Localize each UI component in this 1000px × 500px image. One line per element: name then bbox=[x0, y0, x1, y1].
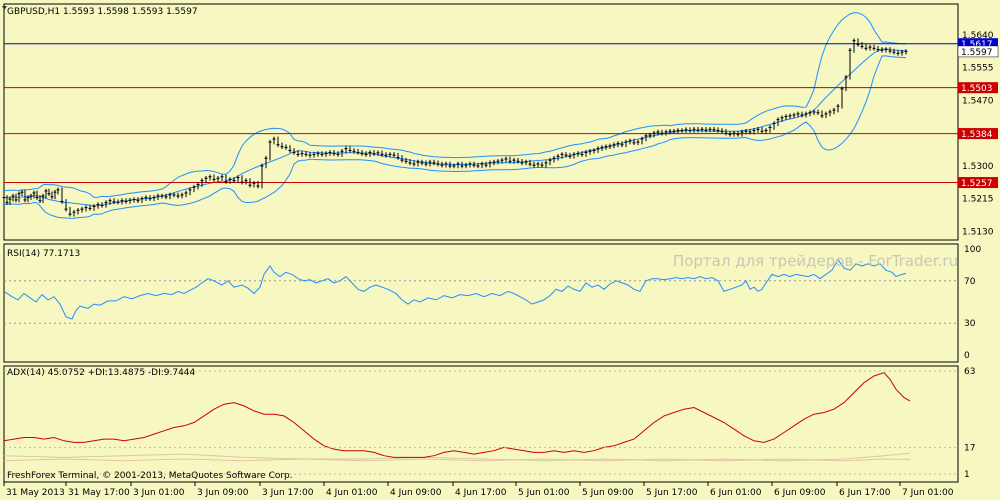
adx-y-tick: 63 bbox=[964, 367, 975, 377]
chevron-down-icon[interactable] bbox=[2, 6, 7, 10]
rsi-y-tick: 100 bbox=[964, 245, 981, 255]
x-tick-label: 31 May 2013 bbox=[6, 488, 65, 498]
x-tick-label: 6 Jun 09:00 bbox=[774, 488, 826, 498]
plus-di-line bbox=[3, 452, 911, 462]
price-y-tick: 1.5640 bbox=[962, 31, 994, 41]
adx-panel bbox=[3, 365, 959, 483]
x-tick-label: 3 Jun 17:00 bbox=[262, 488, 314, 498]
adx-y-tick: 17 bbox=[964, 443, 975, 453]
price-y-tick: 1.5555 bbox=[962, 64, 994, 74]
level-tag-label: 1.5384 bbox=[961, 130, 993, 140]
rsi-panel-label: RSI(14) 77.1713 bbox=[7, 249, 80, 259]
x-tick-label: 3 Jun 01:00 bbox=[133, 488, 185, 498]
price-panel bbox=[3, 3, 959, 241]
bollinger-upper-band bbox=[3, 12, 907, 198]
level-tag-label: 1.5257 bbox=[961, 179, 993, 189]
price-y-tick: 1.5470 bbox=[962, 96, 994, 106]
level-tag-1.5384 bbox=[958, 128, 998, 140]
x-tick-label: 7 Jun 01:00 bbox=[902, 488, 954, 498]
x-tick-label: 4 Jun 01:00 bbox=[326, 488, 378, 498]
level-tag-label: 1.5503 bbox=[961, 84, 993, 94]
watermark: Портал для трейдеров - ForTrader.ru bbox=[673, 252, 958, 270]
rsi-panel bbox=[3, 243, 959, 363]
x-tick-label: 3 Jun 09:00 bbox=[197, 488, 249, 498]
level-tag-1.5503 bbox=[958, 82, 998, 94]
price-y-tick: 1.5300 bbox=[962, 162, 994, 172]
rsi-line bbox=[3, 258, 907, 320]
x-tick-label: 31 May 17:00 bbox=[68, 488, 130, 498]
adx-line bbox=[3, 372, 911, 458]
level-tag-1.5617 bbox=[958, 38, 998, 50]
rsi-y-tick: 70 bbox=[964, 277, 976, 287]
level-tag-label: 1.5617 bbox=[961, 40, 993, 50]
price-panel-header: GBPUSD,H1 1.5593 1.5598 1.5593 1.5597 bbox=[7, 7, 198, 17]
x-tick-label: 4 Jun 09:00 bbox=[390, 488, 442, 498]
adx-y-tick: 1 bbox=[964, 470, 970, 480]
bollinger-lower-band bbox=[3, 55, 907, 219]
x-tick-label: 5 Jun 17:00 bbox=[646, 488, 698, 498]
level-tag-1.5257 bbox=[958, 177, 998, 189]
minus-di-line bbox=[3, 458, 911, 462]
adx-panel-label: ADX(14) 45.0752 +DI:13.4875 -DI:9.7444 bbox=[7, 368, 196, 378]
price-y-tick: 1.5215 bbox=[962, 195, 994, 205]
x-tick-label: 5 Jun 01:00 bbox=[518, 488, 570, 498]
price-marker-tag bbox=[957, 45, 999, 58]
x-tick-label: 4 Jun 17:00 bbox=[455, 488, 507, 498]
x-tick-label: 6 Jun 01:00 bbox=[710, 488, 762, 498]
rsi-y-tick: 0 bbox=[964, 351, 970, 361]
rsi-y-tick: 30 bbox=[964, 319, 976, 329]
price-marker-label: 1.5597 bbox=[961, 48, 993, 58]
copyright-footer: FreshForex Terminal, © 2001-2013, MetaQu… bbox=[7, 471, 293, 481]
x-tick-label: 6 Jun 17:00 bbox=[839, 488, 891, 498]
x-tick-label: 5 Jun 09:00 bbox=[582, 488, 634, 498]
price-y-tick: 1.5130 bbox=[962, 228, 994, 238]
